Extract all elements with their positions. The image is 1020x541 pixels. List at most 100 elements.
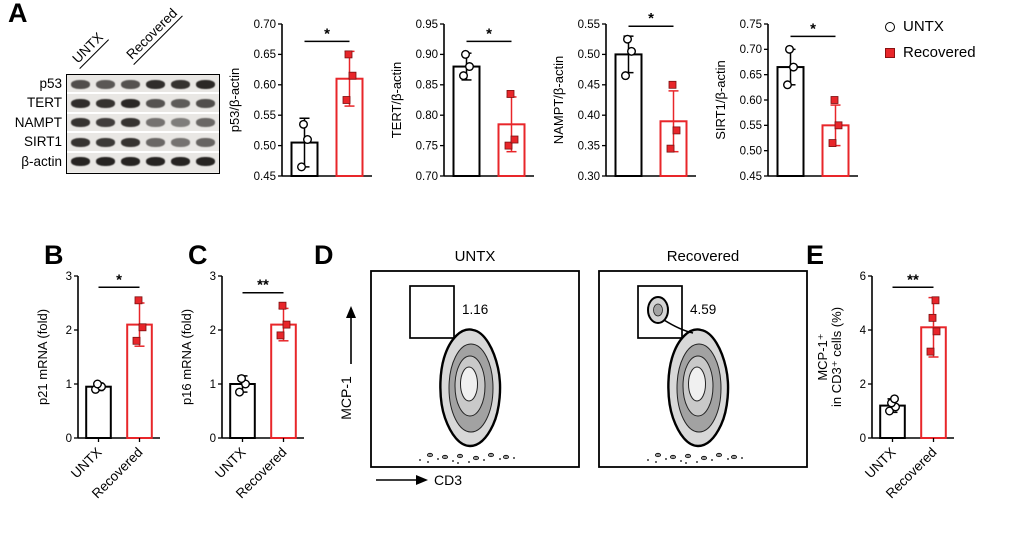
debris-events: [419, 452, 515, 464]
up-arrow-icon: [346, 306, 356, 318]
y-tick-label: 0.75: [740, 19, 762, 31]
data-point-circle: [298, 119, 308, 129]
blot-band: [146, 79, 165, 89]
population-neck: [663, 319, 694, 334]
y-tick-label: 0.50: [254, 140, 276, 152]
x-tick-label: UNTX: [212, 445, 249, 482]
y-tick-label: 0.40: [578, 110, 600, 122]
y-axis-label: p21 mRNA (fold): [36, 309, 50, 405]
blot-band: [196, 98, 215, 108]
y-tick-label: 0.50: [578, 49, 600, 61]
data-point-square: [344, 50, 353, 59]
legend-label: Recovered: [903, 44, 976, 61]
blot-image: [66, 74, 220, 174]
blot-band: [146, 137, 165, 147]
data-point-square: [931, 296, 940, 305]
y-tick-label: 0.70: [254, 19, 276, 31]
blot-band: [171, 79, 190, 89]
panel-label-D: D: [314, 240, 334, 270]
data-point-square: [278, 301, 287, 310]
data-point-circle: [458, 71, 468, 81]
bar-chart-svg-nampt: NAMPT/β-actin 0.30 0.35 0.40 0.45 0.50 0.55 *: [551, 10, 696, 183]
y-tick-label: 0.50: [740, 145, 762, 157]
data-point-square: [510, 135, 519, 144]
data-point-circle: [784, 44, 794, 54]
bar-untx: [85, 385, 112, 439]
right-arrow-icon: [416, 475, 428, 485]
blot-band: [146, 157, 165, 167]
blot-row-label: p53: [39, 76, 62, 91]
blot-band: [171, 98, 190, 108]
blot-band: [71, 137, 90, 147]
legend-label: UNTX: [903, 18, 944, 35]
bar-chart-p21: p21 mRNA (fold) 0 1 2 3 UNTX Recovered *: [35, 258, 168, 515]
data-point-square: [132, 336, 141, 345]
blot-band: [171, 157, 190, 167]
bar-chart-p53: p53/β-actin 0.45 0.50 0.55 0.60 0.65 0.70 *: [227, 8, 380, 197]
blot-band: [71, 118, 90, 128]
data-point-square: [506, 90, 515, 98]
y-tick-label: 0.65: [740, 69, 762, 81]
contour-ring: [653, 303, 663, 317]
blot-band: [146, 98, 165, 108]
bar-chart-sirt1: SIRT1/β-actin 0.45 0.50 0.55 0.60 0.65 0.70 0.7…: [713, 8, 866, 197]
y-tick-label: 0.95: [416, 19, 438, 31]
legend-item-recovered: Recovered: [885, 44, 1015, 61]
western-blot-panel: UNTX Recovered p53 TERT NAMPT SIRT1 β-actin: [10, 3, 225, 193]
y-tick-label: 0.45: [254, 171, 276, 183]
bar-chart-p16: p16 mRNA (fold) 0 1 2 3 UNTX Recovered **: [179, 258, 312, 515]
y-axis-label: SIRT1/β-actin: [714, 60, 728, 140]
bar-untx: [452, 65, 481, 178]
significance-stars: *: [324, 25, 330, 42]
blot-band: [96, 118, 115, 128]
y-axis-label: p16 mRNA (fold): [180, 309, 194, 405]
data-point-circle: [884, 406, 894, 416]
y-tick-label: 0.55: [254, 110, 276, 122]
y-tick-label: 3: [66, 271, 72, 283]
data-point-square: [928, 313, 937, 322]
data-point-circle: [460, 49, 470, 59]
data-point-circle: [889, 394, 899, 404]
flow-cytometry-panel: UNTX 1.16 Recovered 4.59 MCP-1 CD3: [330, 244, 810, 496]
y-tick-label: 2: [66, 325, 72, 337]
y-tick-label: 1: [210, 379, 216, 391]
y-tick-label: 0.30: [578, 171, 600, 183]
data-point-circle: [93, 379, 103, 389]
panel-label-B: B: [44, 240, 64, 270]
blot-band: [121, 79, 140, 89]
blot-band: [121, 118, 140, 128]
data-point-square: [668, 80, 677, 89]
data-point-circle: [302, 135, 312, 145]
data-point-square: [348, 71, 357, 80]
blot-row-label: NAMPT: [14, 114, 62, 130]
y-tick-label: 0.80: [416, 110, 438, 122]
blot-band: [171, 118, 190, 128]
blot-band-row: [67, 133, 219, 153]
data-point-square: [672, 126, 681, 135]
data-point-square: [926, 347, 935, 356]
y-tick-label: 2: [860, 379, 866, 391]
data-point-circle: [464, 62, 474, 72]
y-tick-label: 0.55: [740, 120, 762, 132]
legend: UNTX Recovered: [885, 18, 1015, 70]
blot-band: [171, 137, 190, 147]
y-tick-label: 3: [210, 271, 216, 283]
flow-x-axis: CD3: [376, 472, 462, 488]
data-point-square: [276, 331, 285, 340]
contour-ring: [460, 366, 478, 402]
blot-band: [196, 118, 215, 128]
blot-band: [121, 98, 140, 108]
blot-band: [96, 98, 115, 108]
gate-value: 4.59: [690, 302, 716, 317]
blot-col-label-untx: UNTX: [67, 28, 109, 70]
blot-band: [121, 137, 140, 147]
legend-item-untx: UNTX: [885, 18, 1015, 35]
data-point-square: [342, 96, 351, 104]
bar-chart-svg-sirt1: SIRT1/β-actin 0.45 0.50 0.55 0.60 0.65 0.70 0.7…: [713, 19, 858, 183]
blot-band: [71, 79, 90, 89]
data-point-square: [828, 139, 837, 147]
data-point-circle: [296, 162, 306, 172]
data-point-circle: [622, 34, 632, 44]
flow-plot-title-untx: UNTX: [454, 248, 496, 265]
